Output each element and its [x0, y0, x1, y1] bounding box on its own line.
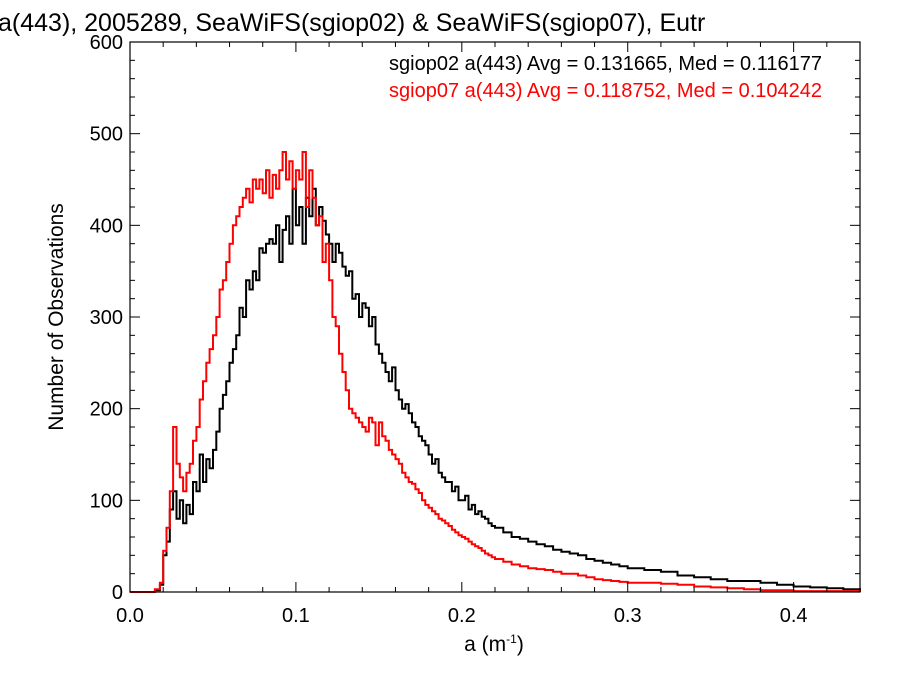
y-tick-label-300: 300: [90, 307, 123, 329]
legend-entry-sgiop07: sgiop07 a(443) Avg = 0.118752, Med = 0.1…: [389, 80, 822, 102]
y-tick-label-500: 500: [90, 124, 123, 146]
y-tick-label-200: 200: [90, 399, 123, 421]
y-axis: 0 100 200 300 400 500 600: [90, 32, 860, 604]
y-tick-label-0: 0: [112, 582, 123, 604]
x-tick-label-0.2: 0.2: [448, 605, 476, 627]
y-tick-label-400: 400: [90, 215, 123, 237]
histogram-series-sgiop02: [130, 187, 861, 593]
x-tick-label-0.1: 0.1: [282, 605, 310, 627]
y-axis-label: Number of Observations: [45, 203, 68, 431]
legend-entry-sgiop02: sgiop02 a(443) Avg = 0.131665, Med = 0.1…: [389, 53, 822, 75]
chart-title: a(443), 2005289, SeaWiFS(sgiop02) & SeaW…: [0, 9, 705, 37]
x-tick-label-0.0: 0.0: [116, 605, 144, 627]
x-axis-label-close: ): [517, 633, 524, 656]
x-axis-label-base: a (m: [464, 633, 506, 656]
y-tick-label-600: 600: [90, 32, 123, 54]
y-tick-label-100: 100: [90, 490, 123, 512]
x-axis-label-exponent: -1: [506, 632, 517, 646]
x-axis-label: a (m-1): [464, 632, 524, 656]
x-axis: 0.0 0.1 0.2 0.3 0.4: [116, 42, 828, 627]
x-tick-label-0.4: 0.4: [780, 605, 808, 627]
histogram-series-sgiop07: [130, 151, 861, 593]
plot-area: [130, 151, 861, 593]
x-tick-label-0.3: 0.3: [614, 605, 642, 627]
